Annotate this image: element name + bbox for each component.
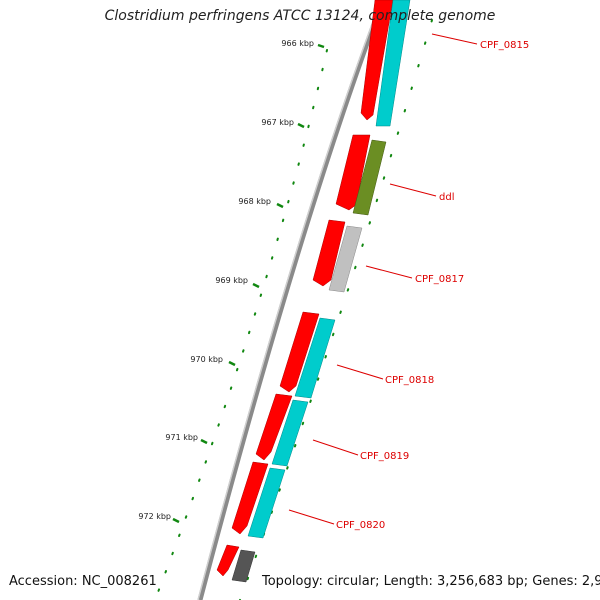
scale-label-967: 967 kbp (261, 118, 294, 127)
gene-partial-product[interactable] (231, 549, 256, 583)
gene-features (216, 0, 411, 583)
scale-labels: 966 kbp 967 kbp 968 kbp 969 kbp 970 kbp … (138, 39, 314, 521)
gene-cpf0815-cds[interactable] (360, 0, 394, 121)
scale-label-968: 968 kbp (238, 197, 271, 206)
major-ticks (172, 43, 325, 524)
genome-backbone-highlight (197, 0, 382, 600)
gene-cpf0820-cds[interactable] (231, 461, 269, 535)
gene-cpf0819-product[interactable] (271, 399, 309, 467)
gene-cpf0817-cds[interactable] (312, 219, 346, 287)
gene-cpf0818-cds[interactable] (279, 311, 320, 393)
genome-summary-text: Topology: circular; Length: 3,256,683 bp… (262, 574, 600, 589)
gene-cpf0818-product[interactable] (294, 317, 336, 399)
genome-backbone (197, 0, 386, 600)
callout-lines (288, 33, 478, 525)
gene-cpf0819-cds[interactable] (255, 393, 293, 461)
scale-ticks (154, 19, 433, 600)
gene-label-cpf0815[interactable]: CPF_0815 (480, 40, 529, 51)
gene-partial-cds[interactable] (216, 544, 240, 577)
gene-cpf0815-product[interactable] (375, 0, 411, 127)
gene-ddl-cds[interactable] (335, 134, 371, 211)
gene-labels: CPF_0815 ddl CPF_0817 CPF_0818 CPF_0819 … (336, 40, 529, 531)
gene-label-cpf0817[interactable]: CPF_0817 (415, 274, 464, 285)
gene-label-cpf0819[interactable]: CPF_0819 (360, 451, 409, 462)
scale-label-972: 972 kbp (138, 512, 171, 521)
gene-cpf0820-product[interactable] (247, 467, 286, 539)
gene-cpf0817-product[interactable] (328, 225, 363, 293)
scale-label-966: 966 kbp (281, 39, 314, 48)
map-title: Clostridium perfringens ATCC 13124, comp… (104, 8, 496, 24)
gene-label-ddl[interactable]: ddl (439, 192, 454, 203)
gene-ddl-product[interactable] (352, 139, 387, 216)
scale-label-971: 971 kbp (165, 433, 198, 442)
gene-label-cpf0818[interactable]: CPF_0818 (385, 375, 434, 386)
scale-label-970: 970 kbp (190, 355, 223, 364)
accession-text: Accession: NC_008261 (9, 574, 157, 589)
scale-label-969: 969 kbp (215, 276, 248, 285)
gene-label-cpf0820[interactable]: CPF_0820 (336, 520, 385, 531)
